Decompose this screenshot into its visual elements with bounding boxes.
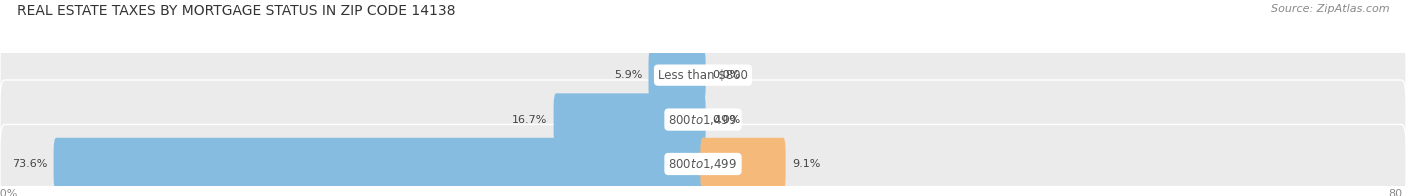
Text: 73.6%: 73.6% [13, 159, 48, 169]
FancyBboxPatch shape [0, 80, 1406, 159]
FancyBboxPatch shape [0, 124, 1406, 196]
FancyBboxPatch shape [700, 138, 786, 190]
FancyBboxPatch shape [648, 49, 706, 101]
Text: 0.0%: 0.0% [711, 70, 740, 80]
Text: $800 to $1,499: $800 to $1,499 [668, 157, 738, 171]
Text: Source: ZipAtlas.com: Source: ZipAtlas.com [1271, 4, 1389, 14]
Text: $800 to $1,499: $800 to $1,499 [668, 113, 738, 127]
FancyBboxPatch shape [53, 138, 706, 190]
Text: Less than $800: Less than $800 [658, 69, 748, 82]
FancyBboxPatch shape [554, 93, 706, 146]
Text: 5.9%: 5.9% [614, 70, 643, 80]
Text: 0.0%: 0.0% [711, 114, 740, 125]
FancyBboxPatch shape [0, 36, 1406, 115]
Text: 9.1%: 9.1% [792, 159, 820, 169]
Text: REAL ESTATE TAXES BY MORTGAGE STATUS IN ZIP CODE 14138: REAL ESTATE TAXES BY MORTGAGE STATUS IN … [17, 4, 456, 18]
Text: 16.7%: 16.7% [512, 114, 547, 125]
